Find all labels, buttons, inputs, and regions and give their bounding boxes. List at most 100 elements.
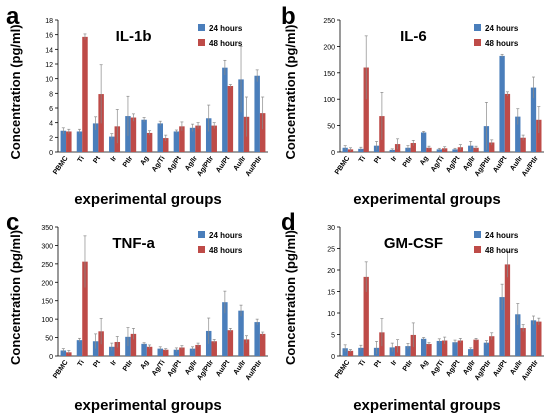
panel-letter: a: [6, 3, 20, 30]
bar-48h: [66, 352, 72, 356]
x-tick-label: Ag/Ir: [184, 155, 199, 172]
x-tick-label: Ptlr: [122, 155, 135, 169]
x-tick-label: Ag/Ptlr: [196, 155, 215, 178]
legend-swatch: [474, 246, 481, 253]
y-tick-label: 0: [49, 354, 53, 361]
bar-48h: [347, 350, 354, 356]
bar-48h: [473, 339, 479, 356]
x-tick-label: Ag/Ti: [430, 155, 446, 173]
legend-swatch: [198, 24, 205, 31]
y-tick-label: 0: [331, 354, 335, 361]
bar-24h: [420, 132, 427, 152]
x-tick-label: Ag/Pt: [167, 359, 184, 379]
bar-24h: [515, 314, 521, 356]
bar-48h: [259, 333, 266, 356]
y-tick-label: 30: [327, 225, 335, 232]
bar-48h: [363, 67, 369, 152]
y-tick-label: 50: [327, 124, 335, 131]
x-tick-label: Au/Ptlr: [245, 155, 264, 178]
y-tick-label: 12: [45, 62, 53, 69]
x-tick-label: Pt: [92, 359, 102, 369]
legend-label: 24 hours: [485, 24, 519, 33]
x-tick-label: Ag: [139, 359, 150, 371]
bar-48h: [536, 321, 542, 356]
bar-24h: [205, 118, 212, 152]
y-tick-label: 250: [323, 18, 335, 25]
x-tick-label: Ir: [110, 155, 119, 163]
y-tick-label: 250: [41, 262, 53, 269]
bar-48h: [146, 132, 153, 152]
x-tick-label: Au/Ptlr: [521, 359, 540, 382]
y-tick-label: 0: [331, 150, 335, 157]
bar-24h: [358, 347, 364, 356]
panel-letter: c: [6, 209, 19, 236]
x-tick-label: Au/Ptlr: [521, 155, 540, 178]
bar-24h: [254, 75, 260, 152]
x-tick-label: Ag/Ptlr: [196, 359, 215, 382]
y-tick-label: 50: [45, 336, 53, 343]
x-axis-title: experimental groups: [74, 191, 222, 208]
y-tick-label: 4: [49, 121, 53, 128]
bar-24h: [483, 342, 490, 356]
x-tick-label: Au/Ir: [233, 155, 248, 172]
x-tick-label: Ag: [419, 359, 430, 371]
x-tick-label: Ag/Ptlr: [474, 155, 493, 178]
chart-title: TNF-a: [112, 235, 155, 252]
bar-48h: [489, 336, 495, 356]
bar-48h: [211, 341, 217, 356]
bar-48h: [489, 142, 495, 152]
legend-label: 48 hours: [485, 246, 519, 255]
bar-24h: [60, 130, 67, 152]
y-tick-label: 6: [49, 106, 53, 113]
bar-48h: [130, 117, 137, 152]
x-tick-label: Ag/Ti: [430, 359, 446, 377]
bar-24h: [405, 346, 411, 356]
legend-label: 24 hours: [485, 231, 519, 240]
bar-48h: [195, 344, 201, 356]
bar-48h: [520, 328, 526, 356]
chart-title: IL-6: [400, 28, 427, 45]
y-tick-label: 16: [45, 33, 53, 40]
y-tick-label: 100: [41, 317, 53, 324]
legend-label: 48 hours: [209, 246, 243, 255]
bar-24h: [173, 349, 180, 356]
legend-swatch: [474, 39, 481, 46]
bar-24h: [530, 87, 537, 152]
bar-24h: [109, 346, 115, 356]
bar-48h: [163, 138, 169, 152]
x-tick-label: Ptlr: [402, 359, 415, 373]
x-tick-label: PBMC: [334, 155, 352, 176]
y-tick-label: 10: [45, 77, 53, 84]
x-tick-label: Au/Ir: [509, 359, 524, 376]
bar-24h: [60, 350, 67, 356]
y-tick-label: 2: [49, 135, 53, 142]
panel-letter: d: [281, 209, 296, 236]
y-tick-label: 10: [327, 311, 335, 318]
y-axis-title: Concentration (pg/ml): [283, 230, 298, 365]
x-tick-label: PBMC: [52, 359, 70, 380]
bar-48h: [82, 36, 88, 152]
x-tick-label: Ag: [139, 155, 150, 167]
legend-label: 48 hours: [485, 39, 519, 48]
bar-48h: [504, 264, 511, 356]
bar-24h: [238, 310, 244, 356]
y-tick-label: 150: [41, 299, 53, 306]
y-axis-title: Concentration (pg/ml): [8, 230, 23, 365]
bar-24h: [342, 348, 348, 356]
bar-24h: [530, 320, 537, 356]
y-tick-label: 18: [45, 18, 53, 25]
x-tick-label: Au/Ir: [233, 359, 248, 376]
bar-24h: [499, 297, 505, 356]
bar-24h: [141, 343, 147, 356]
bar-24h: [436, 149, 442, 152]
bar-24h: [254, 322, 260, 356]
y-tick-label: 200: [323, 44, 335, 51]
bar-48h: [410, 143, 416, 152]
x-tick-label: PBMC: [334, 359, 352, 380]
chart-title: GM-CSF: [384, 235, 443, 252]
legend-label: 24 hours: [209, 24, 243, 33]
y-tick-label: 150: [323, 71, 335, 78]
bar-48h: [114, 341, 121, 356]
bar-24h: [452, 342, 458, 356]
legend-swatch: [198, 246, 205, 253]
